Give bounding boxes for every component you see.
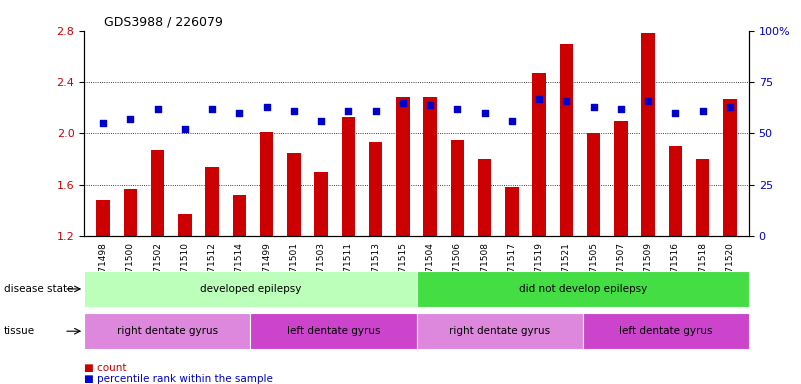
- Bar: [341, 117, 355, 236]
- Bar: [642, 33, 655, 236]
- Text: ■ count: ■ count: [84, 363, 127, 373]
- Point: [669, 110, 682, 116]
- Text: did not develop epilepsy: did not develop epilepsy: [518, 284, 647, 294]
- Bar: [123, 189, 137, 236]
- Bar: [451, 140, 465, 236]
- Point: [478, 110, 491, 116]
- Bar: [205, 167, 219, 236]
- Bar: [178, 214, 191, 236]
- Bar: [232, 195, 246, 236]
- Point: [560, 98, 573, 104]
- Point: [151, 106, 164, 112]
- Bar: [560, 43, 574, 236]
- Bar: [368, 142, 382, 236]
- Text: left dentate gyrus: left dentate gyrus: [619, 326, 713, 336]
- Point: [124, 116, 137, 122]
- Text: right dentate gyrus: right dentate gyrus: [117, 326, 218, 336]
- Point: [233, 110, 246, 116]
- Bar: [424, 98, 437, 236]
- Bar: [587, 134, 601, 236]
- Point: [396, 99, 409, 106]
- Bar: [260, 132, 273, 236]
- Bar: [287, 153, 300, 236]
- Point: [505, 118, 518, 124]
- Text: tissue: tissue: [4, 326, 35, 336]
- Text: GDS3988 / 226079: GDS3988 / 226079: [104, 15, 223, 28]
- Point: [614, 106, 627, 112]
- Bar: [151, 150, 164, 236]
- Bar: [314, 172, 328, 236]
- Text: left dentate gyrus: left dentate gyrus: [287, 326, 380, 336]
- Bar: [396, 98, 409, 236]
- Point: [451, 106, 464, 112]
- Text: ■ percentile rank within the sample: ■ percentile rank within the sample: [84, 374, 273, 384]
- Bar: [96, 200, 110, 236]
- Bar: [505, 187, 519, 236]
- Point: [369, 108, 382, 114]
- Point: [424, 102, 437, 108]
- Text: right dentate gyrus: right dentate gyrus: [449, 326, 550, 336]
- Point: [260, 104, 273, 110]
- Text: developed epilepsy: developed epilepsy: [199, 284, 301, 294]
- Point: [642, 98, 654, 104]
- Bar: [669, 146, 682, 236]
- Point: [288, 108, 300, 114]
- Point: [723, 104, 736, 110]
- Point: [206, 106, 219, 112]
- Bar: [696, 159, 710, 236]
- Text: disease state: disease state: [4, 284, 74, 294]
- Bar: [533, 73, 546, 236]
- Point: [315, 118, 328, 124]
- Bar: [723, 99, 737, 236]
- Point: [179, 126, 191, 132]
- Point: [533, 96, 545, 102]
- Point: [97, 120, 110, 126]
- Point: [696, 108, 709, 114]
- Bar: [478, 159, 492, 236]
- Point: [587, 104, 600, 110]
- Bar: [614, 121, 628, 236]
- Point: [342, 108, 355, 114]
